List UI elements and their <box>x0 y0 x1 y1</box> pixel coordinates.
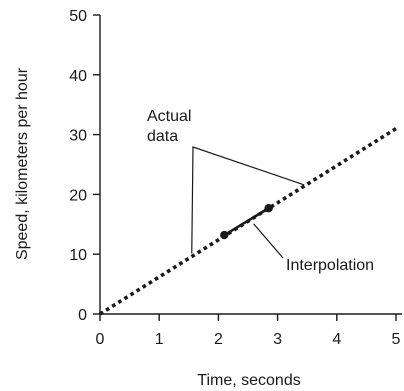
x-tick-label: 1 <box>155 331 164 348</box>
interpolation-leader <box>253 223 284 259</box>
x-axis-title: Time, seconds <box>197 372 300 389</box>
interpolation-point-start <box>220 230 229 240</box>
actual-data-annotation: Actual data <box>147 108 196 145</box>
actual-data-leader <box>191 146 305 254</box>
interpolation-annotation: Interpolation <box>286 257 374 274</box>
y-axis-title: Speed, kilometers per hour <box>14 67 31 260</box>
y-tick-label: 10 <box>69 247 87 264</box>
actual-data-annotation-line-1: Actual <box>147 108 191 125</box>
y-tick-label: 0 <box>78 307 87 324</box>
x-tick-label: 5 <box>392 331 401 348</box>
x-tick-label: 3 <box>273 331 282 348</box>
y-tick-label: 50 <box>69 8 87 25</box>
y-tick-label: 30 <box>69 128 87 145</box>
x-tick-label: 4 <box>332 331 341 348</box>
interpolation-point-end <box>264 203 273 213</box>
y-tick-label: 40 <box>69 68 87 85</box>
x-tick-label: 0 <box>96 331 105 348</box>
actual-data-annotation-line-2: data <box>147 128 178 145</box>
y-tick-label: 20 <box>69 187 87 204</box>
x-tick-label: 2 <box>214 331 223 348</box>
interpolation-line <box>223 207 270 237</box>
